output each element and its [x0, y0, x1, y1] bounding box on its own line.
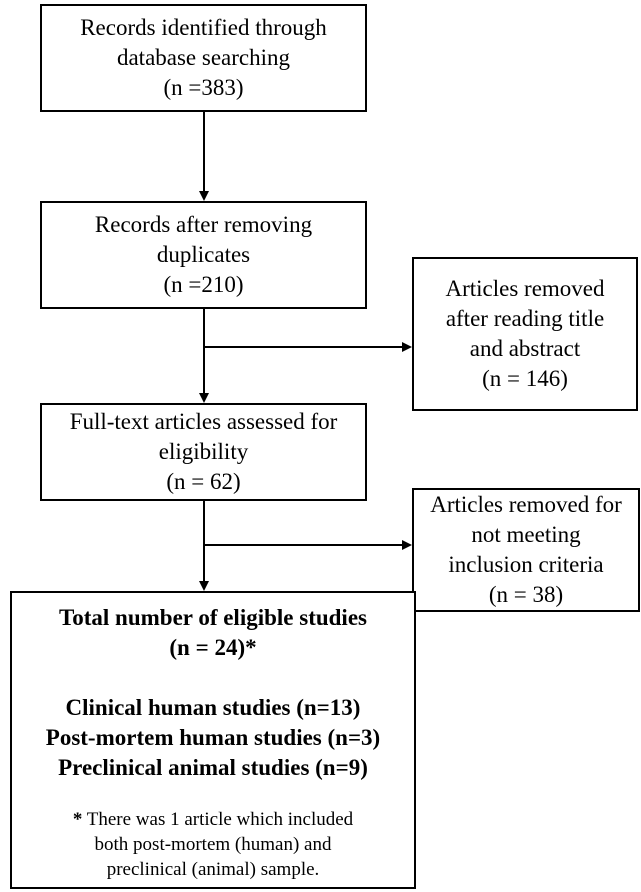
- full-text-assessed-line1: Full-text articles assessed for: [69, 409, 338, 434]
- preclinical-animal-studies: Preclinical animal studies (n=9): [58, 755, 368, 780]
- removed-inclusion-line3: inclusion criteria: [448, 552, 604, 577]
- records-identified-line2: database searching: [116, 45, 291, 70]
- clinical-human-studies: Clinical human studies (n=13): [65, 695, 361, 720]
- records-after-duplicates-box: Records after removing duplicates (n =21…: [40, 201, 367, 309]
- eligible-studies-count: (n = 24)*: [169, 635, 257, 660]
- eligible-note-line1: * There was 1 article which included: [73, 807, 353, 832]
- records-identified-count: (n =383): [163, 75, 244, 100]
- records-after-duplicates-count: (n =210): [163, 272, 244, 297]
- note-asterisk: *: [72, 809, 83, 830]
- removed-inclusion-criteria-box: Articles removed for not meeting inclusi…: [412, 488, 640, 612]
- removed-title-abstract-line3: and abstract: [469, 336, 581, 361]
- removed-title-abstract-count: (n = 146): [482, 366, 568, 391]
- removed-title-abstract-box: Articles removed after reading title and…: [412, 257, 638, 411]
- full-text-assessed-line2: eligibility: [158, 439, 249, 464]
- records-identified-line1: Records identified through: [80, 15, 327, 40]
- removed-title-abstract-line1: Articles removed: [445, 276, 605, 301]
- full-text-assessed-count: (n = 62): [166, 469, 241, 494]
- removed-title-abstract-line2: after reading title: [445, 306, 605, 331]
- records-identified-box: Records identified through database sear…: [40, 4, 367, 112]
- full-text-assessed-box: Full-text articles assessed for eligibil…: [40, 403, 367, 501]
- records-after-duplicates-line2: duplicates: [156, 242, 251, 267]
- records-after-duplicates-line1: Records after removing: [94, 212, 313, 237]
- eligible-studies-box: Total number of eligible studies (n = 24…: [10, 591, 416, 889]
- eligible-note-line2: both post-mortem (human) and: [94, 834, 332, 855]
- eligible-studies-title: Total number of eligible studies: [59, 605, 367, 630]
- removed-inclusion-line2: not meeting: [471, 522, 581, 547]
- note-text-line1: There was 1 article which included: [82, 809, 354, 830]
- postmortem-human-studies: Post-mortem human studies (n=3): [45, 725, 381, 750]
- removed-inclusion-line1: Articles removed for: [430, 492, 622, 517]
- eligible-note-line3: preclinical (animal) sample.: [106, 859, 320, 880]
- removed-inclusion-count: (n = 38): [488, 582, 564, 607]
